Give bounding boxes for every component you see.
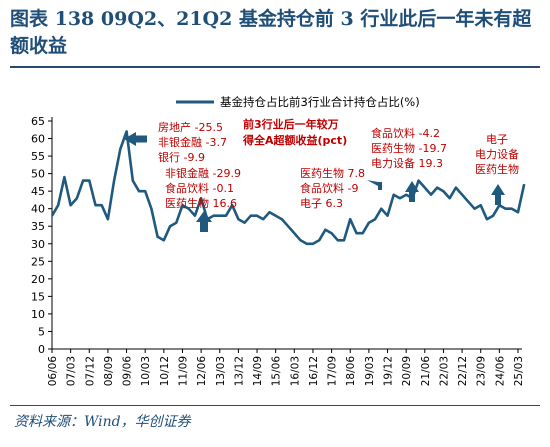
x-tick-label: 24/06 [494,356,506,387]
arrow-up-icon [405,181,419,202]
annotation-line: 电子 [486,133,508,146]
chart-legend: 基金持仓占比前3行业合计持仓占比(%) [176,95,420,109]
annotation-line: 得全A超额收益(pct) [242,133,347,147]
annotation-line: 食品饮料 -4.2 [371,126,440,140]
annotation-line: 房地产 -25.5 [158,120,223,134]
y-tick-label: 15 [31,290,45,303]
annotation-text: 前3行业后一年较万得全A超额收益(pct) [242,117,347,147]
x-tick-label: 18/06 [345,356,357,387]
annotation-line: 电力设备 19.3 [371,156,443,170]
x-tick-label: 07/03 [66,356,78,386]
annotation-text: 医药生物 7.8 食品饮料 -9 电子 6.3 [300,166,365,210]
y-tick-label: 10 [31,308,45,321]
x-tick-label: 07/12 [84,356,96,386]
y-tick-label: 40 [31,203,45,216]
annotation-text: 电子电力设备医药生物 [475,133,519,176]
y-tick-label: 25 [31,255,45,268]
annotation-text: 房地产 -25.5 非银金融 -3.7 银行 -9.9 [158,120,227,164]
x-tick-label: 19/03 [364,356,376,386]
series-group [50,130,526,246]
x-tick-label: 12/06 [196,356,208,387]
x-tick-label: 13/03 [215,356,227,386]
y-tick-label: 20 [31,273,45,286]
x-tick-label: 17/09 [327,356,339,386]
x-tick-label: 25/03 [513,356,525,386]
y-tick-label: 60 [31,133,45,146]
x-tick-label: 19/12 [383,356,395,386]
annotation-line: 银行 -9.9 [158,150,205,164]
x-tick-label: 16/12 [308,356,320,386]
annotation-line: 医药生物 [475,162,519,176]
legend-label: 基金持仓占比前3行业合计持仓占比(%) [220,95,420,109]
arrow-up-icon [491,184,505,205]
chart-axes: 0 5 10 15 20 25 30 35 40 45 50 55 60 65 06/06 07/03 07/1… [31,115,525,386]
series-line [50,130,526,246]
y-tick-label: 45 [31,185,45,198]
x-tick-label: 21/06 [420,356,432,387]
x-tick-label: 11/09 [177,356,189,386]
y-tick-label: 35 [31,220,45,233]
arrow-up-icon [196,211,212,232]
x-tick-label: 20/09 [401,356,413,386]
x-tick-label: 10/03 [140,356,152,386]
annotation-line: 电力设备 [475,147,519,161]
y-tick-label: 5 [38,325,45,338]
x-tick-label: 22/03 [438,356,450,386]
annotations-group: 房地产 -25.5 非银金融 -3.7 银行 -9.9 前3行业后一年较万得全A超额收… [124,117,519,232]
source-note: 资料来源：Wind，华创证券 [14,414,191,430]
x-tick-label: 16/03 [289,356,301,386]
x-tick-label: 10/12 [159,356,171,386]
x-tick-label: 22/12 [457,356,469,386]
annotation-line: 医药生物 -19.7 [371,141,447,155]
source-divider [10,405,540,406]
arrow-left-icon [124,132,147,146]
y-tick-label: 55 [31,150,45,163]
annotation-line: 医药生物 16.6 [165,196,237,210]
annotation-line: 电子 6.3 [300,197,343,210]
title-divider [10,66,540,68]
annotation-text: 食品饮料 -4.2 医药生物 -19.7 电力设备 19.3 [371,126,447,170]
y-tick-label: 30 [31,238,45,251]
annotation-line: 前3行业后一年较万 [243,117,339,131]
annotation-line: 食品饮料 -0.1 [165,181,234,195]
figure-title: 图表 138 09Q2、21Q2 基金持仓前 3 行业此后一年未有超额收益 [10,8,532,57]
x-tick-label: 09/06 [122,356,134,387]
x-tick-label: 08/09 [103,356,115,386]
x-tick-label: 13/12 [233,356,245,386]
y-tick-label: 0 [38,343,45,356]
annotation-line: 非银金融 -29.9 [165,166,241,180]
annotation-line: 食品饮料 -9 [300,181,358,195]
annotation-line: 非银金融 -3.7 [158,135,227,149]
x-tick-label: 23/09 [476,356,488,386]
annotation-text: 非银金融 -29.9 食品饮料 -0.1 医药生物 16.6 [165,166,241,210]
y-tick-label: 50 [31,168,45,181]
y-tick-label: 65 [31,115,45,128]
annotation-line: 医药生物 7.8 [300,166,365,180]
x-tick-label: 06/06 [47,356,59,387]
x-tick-label: 14/09 [252,356,264,386]
arrow-left-icon [367,180,382,190]
x-tick-label: 15/06 [271,356,283,387]
